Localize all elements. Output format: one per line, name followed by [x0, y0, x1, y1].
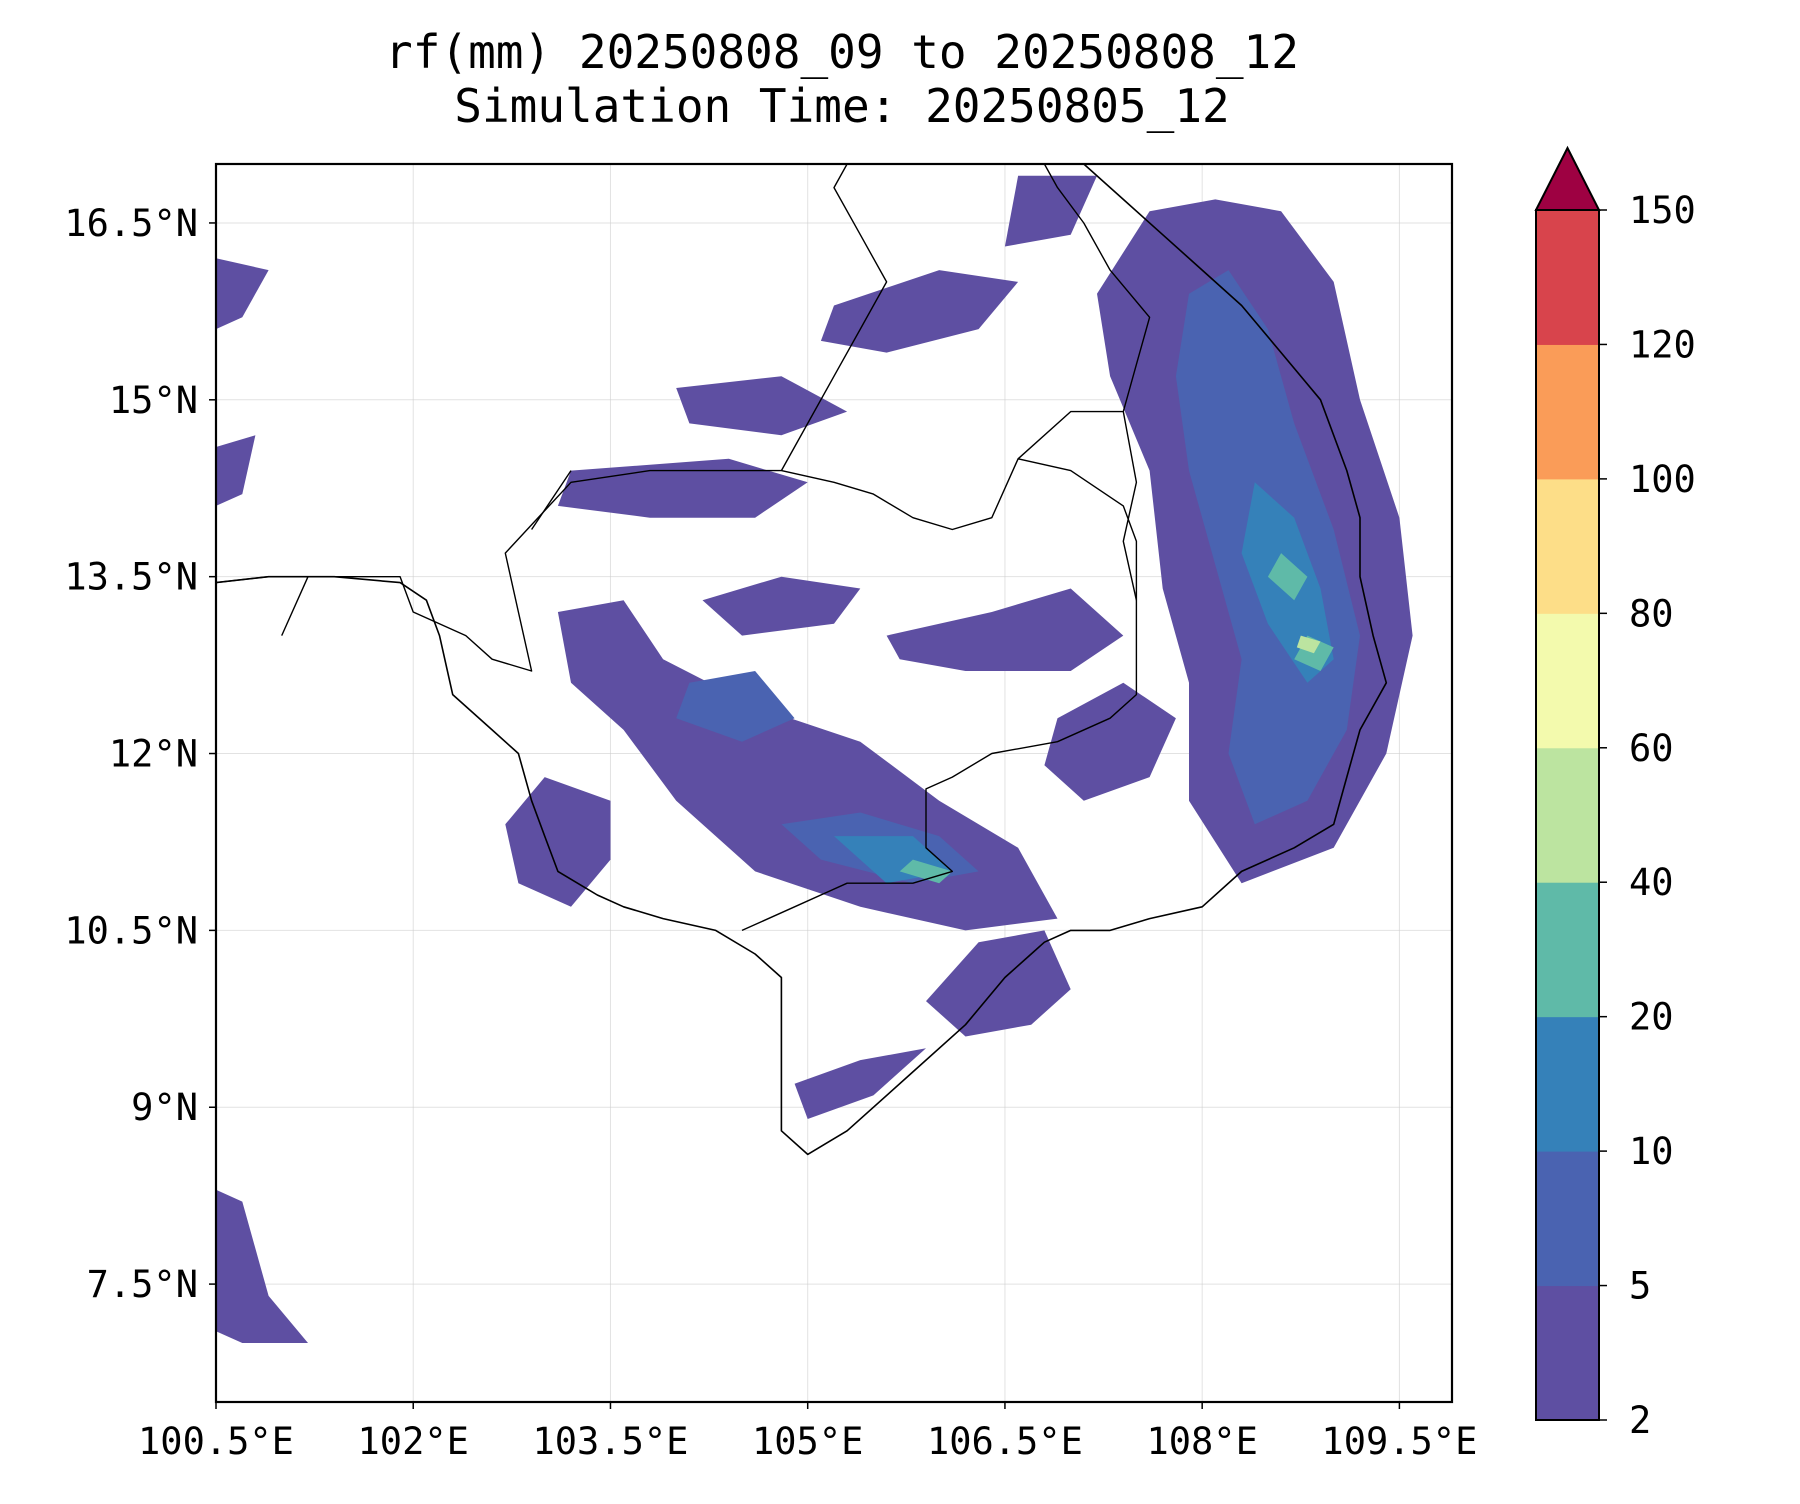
rain-patch-6 [1044, 682, 1176, 801]
colorbar-label-2: 10 [1629, 1130, 1674, 1173]
y-tick-label-5: 9°N [131, 1086, 198, 1129]
y-tick-label-4: 10.5°N [64, 909, 198, 952]
colorbar-band-5 [1536, 613, 1599, 749]
rain-patch-8 [794, 1048, 926, 1119]
rain-patch-3 [505, 777, 611, 907]
colorbar-label-4: 40 [1629, 861, 1674, 904]
country-borders [216, 164, 1151, 932]
rain-patch-17 [676, 671, 795, 742]
y-tick-label-0: 16.5°N [64, 202, 198, 245]
rain-patch-13 [216, 435, 256, 506]
rain-patch-4 [886, 588, 1124, 671]
title-line-2: Simulation Time: 20250805_12 [454, 79, 1229, 133]
colorbar-frame [1535, 209, 1600, 1421]
rain-patch-23 [1296, 635, 1321, 654]
border-line-5 [281, 576, 309, 636]
colorbar-label-3: 20 [1629, 996, 1674, 1039]
rain-patch-9 [820, 270, 1019, 353]
x-tick-label-3: 105°E [752, 1420, 863, 1463]
colorbar-label-9: 150 [1629, 189, 1696, 232]
colorbar-band-2 [1536, 1016, 1599, 1152]
y-tick-label-1: 15°N [109, 379, 198, 422]
colorbar: 2 5 10 20 40 60 80 100 120 150 [1534, 145, 1696, 1442]
latitude-ticks: 16.5°N 15°N 13.5°N 12°N 10.5°N 9°N 7.5°N [64, 202, 216, 1306]
colorbar-band-4 [1536, 747, 1599, 883]
rain-patch-20 [1267, 553, 1308, 601]
x-tick-label-5: 108°E [1146, 1420, 1257, 1463]
rain-patch-1 [557, 458, 808, 518]
map-panel: 100.5°E 102°E 103.5°E 105°E 106.5°E 108°E 109.… [64, 162, 1477, 1463]
rain-patch-11 [676, 376, 848, 436]
x-tick-label-1: 102°E [358, 1420, 469, 1463]
x-tick-label-4: 106.5°E [927, 1420, 1083, 1463]
longitude-ticks: 100.5°E 102°E 103.5°E 105°E 106.5°E 108°E 109.… [138, 1402, 1477, 1463]
rain-patch-7 [926, 930, 1071, 1037]
colorbar-band-8 [1536, 210, 1599, 345]
colorbar-extend-arrow [1534, 145, 1601, 211]
colorbar-band-1 [1536, 1151, 1599, 1287]
title-line-1: rf(mm) 20250808_09 to 20250808_12 [385, 25, 1299, 79]
coastlines [216, 164, 1388, 1156]
colorbar-label-0: 2 [1629, 1399, 1651, 1442]
colorbar-band-6 [1536, 478, 1599, 614]
colorbar-band-7 [1536, 344, 1599, 480]
colorbar-label-8: 120 [1629, 323, 1696, 366]
border-line-1 [531, 470, 572, 530]
colorbar-label-6: 80 [1629, 592, 1674, 635]
figure-title: rf(mm) 20250808_09 to 20250808_12 Simula… [385, 25, 1299, 133]
colorbar-label-1: 5 [1629, 1265, 1651, 1308]
rain-patch-14 [216, 1189, 308, 1343]
y-tick-label-3: 12°N [109, 733, 198, 776]
colorbar-label-7: 100 [1629, 458, 1696, 501]
border-line-2 [780, 164, 888, 471]
x-tick-label-6: 109.5°E [1321, 1420, 1477, 1463]
rain-patch-12 [216, 258, 269, 330]
rain-patch-22 [899, 859, 953, 884]
x-tick-label-2: 103.5°E [532, 1420, 688, 1463]
rain-patch-5 [702, 576, 861, 636]
colorbar-band-0 [1536, 1285, 1599, 1421]
border-line-4 [1122, 411, 1138, 601]
coastline-0 [216, 164, 1388, 1156]
y-tick-label-6: 7.5°N [87, 1263, 198, 1306]
border-line-0 [216, 458, 1138, 932]
colorbar-band-3 [1536, 882, 1599, 1018]
y-tick-label-2: 13.5°N [64, 556, 198, 599]
colorbar-label-5: 60 [1629, 727, 1674, 770]
rain-patch-10 [1004, 175, 1097, 247]
border-line-3 [1017, 164, 1151, 460]
map-frame [214, 162, 1454, 1404]
x-tick-label-0: 100.5°E [138, 1420, 294, 1463]
rainfall-contours [216, 175, 1413, 1343]
